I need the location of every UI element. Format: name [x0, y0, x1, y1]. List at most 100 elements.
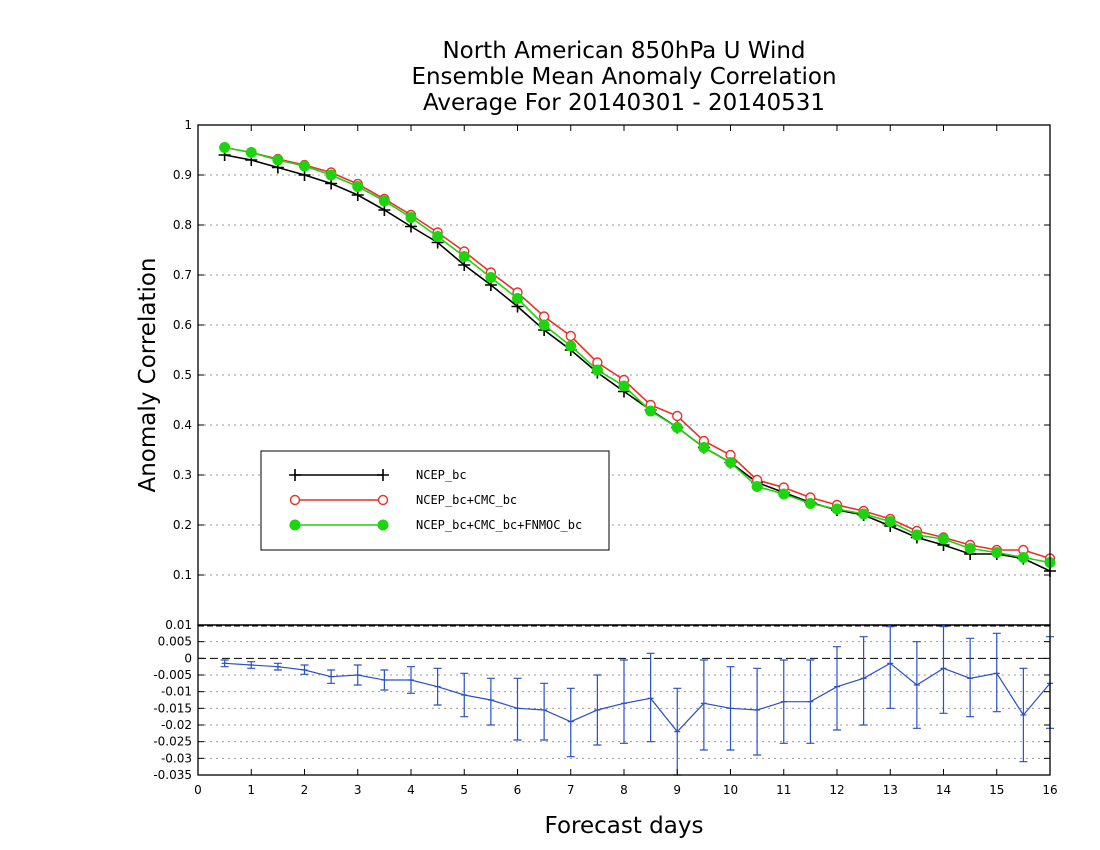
error-bar	[859, 636, 868, 726]
y-tick-label: 0.01	[165, 618, 192, 632]
top-panel-series	[218, 142, 1056, 577]
data-point	[618, 380, 630, 392]
legend: NCEP_bc NCEP_bc+CMC_bc NCEP_bc+CMC_bc+FNMO…	[260, 450, 610, 551]
data-point	[672, 410, 683, 422]
x-tick-label: 6	[514, 783, 522, 797]
data-point	[565, 340, 577, 352]
error-bar	[566, 687, 575, 758]
x-tick-label: 12	[829, 783, 844, 797]
chart-title-line: Ensemble Mean Anomaly Correlation	[411, 64, 836, 90]
x-tick-label: 1	[247, 783, 255, 797]
top-panel-grid	[198, 124, 1050, 576]
y-tick-label: 0.7	[173, 268, 192, 282]
chart-title-line: Average For 20140301 - 20140531	[423, 90, 825, 116]
y-axis-label: Anomaly Correlation	[135, 257, 161, 492]
data-point	[512, 293, 523, 304]
y-tick-label: 0.6	[173, 318, 192, 332]
data-point	[698, 442, 710, 453]
series-line	[224, 662, 1051, 733]
x-tick-label: 8	[620, 783, 628, 797]
legend-marker	[289, 469, 301, 481]
y-tick-label: 0.3	[173, 468, 192, 482]
data-point	[991, 547, 1003, 558]
error-bar	[833, 646, 841, 731]
data-point	[485, 272, 497, 283]
data-point	[378, 195, 390, 207]
y-tick-label: 0.005	[158, 635, 192, 649]
data-point	[245, 147, 257, 158]
x-tick-label: 15	[989, 783, 1004, 797]
error-bar	[486, 677, 495, 726]
data-point	[432, 231, 444, 242]
data-point	[458, 251, 470, 262]
legend-marker	[289, 494, 301, 506]
x-tick-label: 9	[673, 783, 681, 797]
y-tick-label: -0.025	[153, 735, 192, 749]
error-bar	[753, 667, 762, 756]
x-axis-label: Forecast days	[545, 813, 704, 839]
data-point	[352, 181, 364, 192]
bottom-y-tick-labels: 0.01 0.005 0 -0.005 -0.01 -0.015 -0.02 -0.025 -0…	[153, 618, 192, 782]
legend-label: NCEP_bc+CMC_bc+FNMOC_bc	[416, 518, 582, 532]
data-point	[751, 481, 763, 492]
data-point	[299, 160, 310, 172]
legend-entry: NCEP_bc	[289, 468, 467, 482]
data-point	[325, 169, 337, 181]
data-point	[671, 422, 683, 433]
data-point	[831, 503, 843, 515]
legend-entry: NCEP_bc+CMC_bc	[289, 493, 517, 507]
data-point	[591, 364, 603, 376]
error-bar	[992, 632, 1001, 713]
y-tick-label: 0.1	[173, 568, 192, 582]
y-tick-label: -0.03	[161, 751, 192, 765]
data-point	[964, 543, 976, 554]
legend-marker	[377, 469, 389, 481]
data-point	[538, 319, 550, 331]
y-tick-label: 0.2	[173, 518, 192, 532]
error-bar	[939, 626, 948, 714]
x-tick-label: 0	[194, 783, 202, 797]
x-tick-label: 16	[1042, 783, 1057, 797]
error-bar	[966, 637, 975, 718]
legend-marker	[377, 519, 389, 531]
y-tick-label: -0.005	[153, 668, 192, 682]
data-point	[884, 516, 896, 527]
error-bar	[699, 659, 708, 751]
chart-title-line: North American 850hPa U Wind	[442, 38, 805, 64]
legend-label: NCEP_bc	[416, 468, 467, 482]
error-bar	[646, 652, 655, 743]
y-tick-label: -0.015	[153, 701, 192, 715]
data-point	[272, 154, 284, 166]
data-point	[219, 142, 231, 153]
x-tick-label: 13	[883, 783, 898, 797]
x-tick-label: 11	[776, 783, 791, 797]
data-point	[1017, 552, 1029, 563]
data-point	[645, 405, 657, 417]
y-tick-label: -0.02	[161, 718, 192, 732]
y-tick-label: 0.8	[173, 218, 192, 232]
series-3	[219, 142, 1056, 568]
difference-series	[220, 626, 1054, 776]
bottom-panel-series	[220, 626, 1054, 776]
data-point	[565, 330, 576, 342]
legend-label: NCEP_bc+CMC_bc	[416, 493, 517, 507]
y-tick-label: 0	[184, 651, 192, 665]
x-tick-label: 5	[460, 783, 468, 797]
error-bar	[620, 659, 628, 744]
error-bar	[513, 677, 522, 741]
y-tick-label: 0.5	[173, 368, 192, 382]
x-tick-label: 2	[301, 783, 309, 797]
data-point	[911, 529, 923, 541]
y-tick-label: 0.9	[173, 168, 192, 182]
legend-marker	[289, 519, 301, 531]
error-bar	[540, 682, 549, 741]
data-point	[725, 457, 736, 468]
y-tick-label: -0.01	[161, 685, 192, 699]
data-point	[405, 212, 417, 223]
x-tick-label: 10	[723, 783, 738, 797]
legend-entry: NCEP_bc+CMC_bc+FNMOC_bc	[289, 518, 582, 532]
data-point	[804, 498, 816, 509]
data-point	[778, 488, 790, 500]
top-y-tick-labels: 0.1 0.2 0.3 0.4 0.5 0.6 0.7 0.8 0.9 1	[173, 118, 192, 582]
